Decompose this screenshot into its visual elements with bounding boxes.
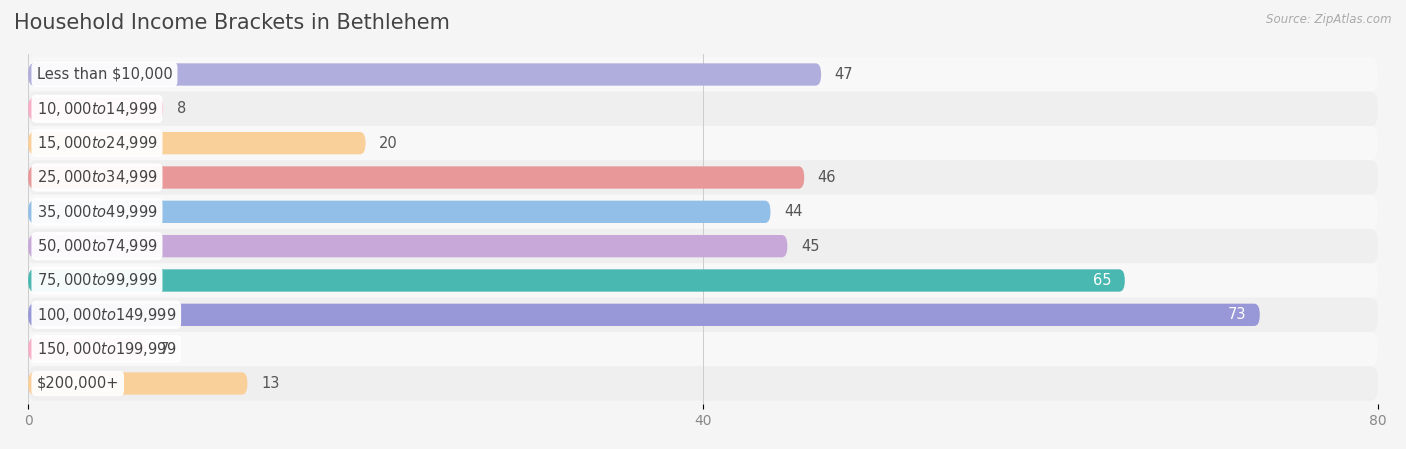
FancyBboxPatch shape	[28, 195, 1378, 229]
Text: $10,000 to $14,999: $10,000 to $14,999	[37, 100, 157, 118]
Text: 45: 45	[801, 239, 820, 254]
Text: $15,000 to $24,999: $15,000 to $24,999	[37, 134, 157, 152]
Text: 13: 13	[262, 376, 280, 391]
Text: $75,000 to $99,999: $75,000 to $99,999	[37, 272, 157, 290]
FancyBboxPatch shape	[28, 372, 247, 395]
FancyBboxPatch shape	[28, 366, 1378, 401]
Text: 65: 65	[1092, 273, 1111, 288]
FancyBboxPatch shape	[28, 263, 1378, 298]
Text: $50,000 to $74,999: $50,000 to $74,999	[37, 237, 157, 255]
Text: Household Income Brackets in Bethlehem: Household Income Brackets in Bethlehem	[14, 13, 450, 34]
Text: Less than $10,000: Less than $10,000	[37, 67, 173, 82]
FancyBboxPatch shape	[28, 201, 770, 223]
FancyBboxPatch shape	[28, 63, 821, 86]
Text: 46: 46	[818, 170, 837, 185]
Text: $35,000 to $49,999: $35,000 to $49,999	[37, 203, 157, 221]
Text: 44: 44	[785, 204, 803, 219]
FancyBboxPatch shape	[28, 304, 1260, 326]
FancyBboxPatch shape	[28, 298, 1378, 332]
FancyBboxPatch shape	[28, 235, 787, 257]
FancyBboxPatch shape	[28, 269, 1125, 292]
FancyBboxPatch shape	[28, 332, 1378, 366]
Text: $200,000+: $200,000+	[37, 376, 120, 391]
Text: $25,000 to $34,999: $25,000 to $34,999	[37, 168, 157, 186]
Text: $150,000 to $199,999: $150,000 to $199,999	[37, 340, 176, 358]
FancyBboxPatch shape	[28, 92, 1378, 126]
Text: 20: 20	[380, 136, 398, 151]
FancyBboxPatch shape	[28, 57, 1378, 92]
Text: 73: 73	[1227, 307, 1246, 322]
FancyBboxPatch shape	[28, 132, 366, 154]
Text: 47: 47	[835, 67, 853, 82]
FancyBboxPatch shape	[28, 160, 1378, 195]
FancyBboxPatch shape	[28, 166, 804, 189]
Text: $100,000 to $149,999: $100,000 to $149,999	[37, 306, 176, 324]
FancyBboxPatch shape	[28, 97, 163, 120]
Text: 8: 8	[177, 101, 186, 116]
FancyBboxPatch shape	[28, 229, 1378, 263]
FancyBboxPatch shape	[28, 338, 146, 360]
Text: 7: 7	[160, 342, 169, 357]
FancyBboxPatch shape	[28, 126, 1378, 160]
Text: Source: ZipAtlas.com: Source: ZipAtlas.com	[1267, 13, 1392, 26]
